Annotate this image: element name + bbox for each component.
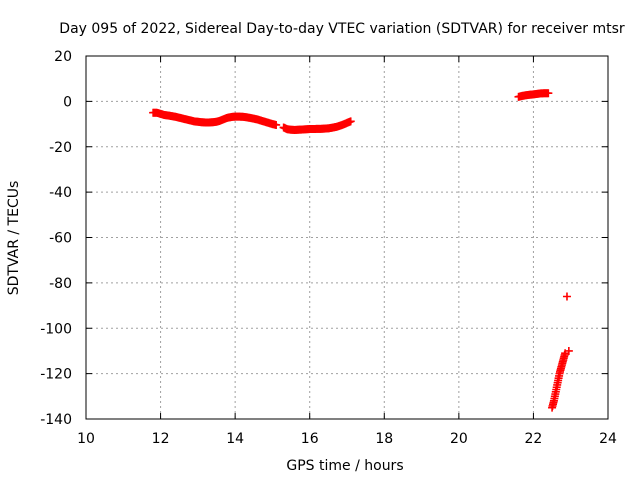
series-arc-1	[149, 108, 281, 129]
x-tick-label: 18	[375, 431, 393, 447]
data-point	[564, 346, 573, 355]
y-tick-label: -40	[49, 185, 72, 201]
axis-ticks: 10 12 14 16 18 20 22 24 -140 -120 -100 -80 -60 -40 -20…	[40, 49, 617, 447]
data-point	[346, 117, 355, 126]
y-axis-label: SDTVAR / TECUs	[6, 181, 22, 296]
y-tick-label: -80	[49, 276, 72, 292]
x-tick-label: 12	[152, 431, 170, 447]
x-tick-label: 16	[301, 431, 319, 447]
y-tick-label: -100	[40, 321, 72, 337]
y-tick-label: -140	[40, 412, 72, 428]
y-tick-label: 0	[63, 94, 72, 110]
x-tick-label: 20	[450, 431, 468, 447]
x-tick-label: 24	[599, 431, 617, 447]
data-point	[562, 292, 571, 301]
y-tick-label: -20	[49, 140, 72, 156]
data-point	[544, 89, 553, 98]
grid	[86, 56, 608, 419]
series-arc-3	[514, 89, 553, 101]
data-point	[272, 120, 281, 129]
x-tick-label: 14	[226, 431, 244, 447]
series-arc-2	[279, 117, 355, 134]
chart-title: Day 095 of 2022, Sidereal Day-to-day VTE…	[59, 21, 625, 37]
y-tick-label: -60	[49, 231, 72, 247]
y-tick-label: 20	[54, 49, 72, 65]
x-tick-label: 10	[77, 431, 95, 447]
series-arc-4	[548, 292, 573, 412]
x-tick-label: 22	[525, 431, 543, 447]
x-axis-label: GPS time / hours	[286, 458, 403, 474]
data-points	[149, 89, 573, 412]
y-tick-label: -120	[40, 367, 72, 383]
